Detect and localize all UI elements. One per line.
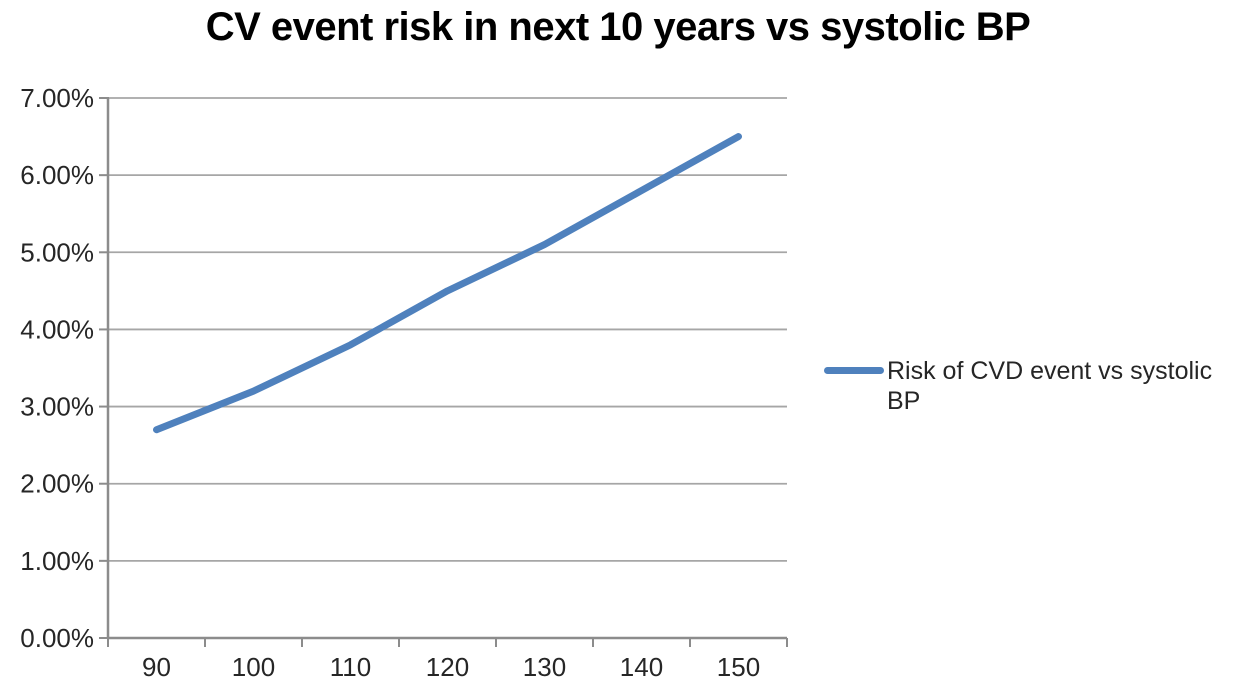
y-tick-label: 3.00% [20,392,94,422]
legend: Risk of CVD event vs systolic BP [824,356,1227,416]
y-tick-label: 2.00% [20,469,94,499]
y-tick-label: 6.00% [20,160,94,190]
x-tick-label: 110 [330,652,371,682]
series-line [153,133,742,434]
y-tick-label: 5.00% [20,237,94,267]
x-tick-label: 150 [717,652,760,682]
x-tick-label: 140 [620,652,663,682]
x-tick-label: 90 [142,652,171,682]
y-tick-label: 0.00% [20,623,94,653]
x-tick-label: 100 [232,652,275,682]
x-tick-label: 130 [523,652,566,682]
chart-title: CV event risk in next 10 years vs systol… [205,5,1031,49]
y-tick-label: 7.00% [20,83,94,113]
legend-line-sample [824,367,884,374]
legend-label: Risk of CVD event vs systolic BP [887,357,1213,415]
y-tick-label: 4.00% [20,314,94,344]
y-tick-label: 1.00% [20,546,94,576]
x-tick-label: 120 [426,652,469,682]
